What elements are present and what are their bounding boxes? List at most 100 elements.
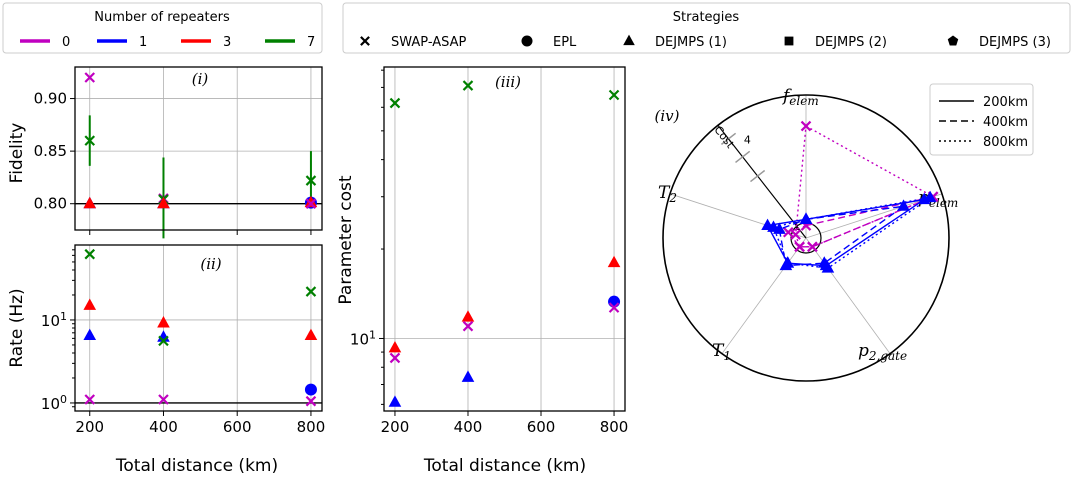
- x-tick-label: 400: [454, 418, 483, 436]
- radar-spoke: [805, 193, 943, 239]
- legend-strategy-label-0: SWAP-ASAP: [391, 35, 467, 50]
- legend-strategy-label-4: DEJMPS (3): [979, 35, 1051, 50]
- data-point-7: [158, 394, 169, 405]
- legend-strategy-label-3: DEJMPS (2): [815, 35, 887, 50]
- x-tick-label: 600: [223, 418, 252, 436]
- y-tick-label: 100: [41, 393, 67, 413]
- data-point-5: [461, 310, 475, 322]
- x-tick-label: 600: [527, 418, 556, 436]
- radar-spoke: [721, 237, 807, 354]
- y-tick-label: 0.90: [34, 90, 67, 108]
- radar-point-1-3-b: [794, 241, 805, 253]
- y-tick-label-exp: 0: [60, 393, 67, 406]
- legend-repeaters-items: 0 1 3 7: [20, 35, 315, 50]
- axes-frame: [383, 66, 626, 412]
- legend-label-0: 0: [62, 35, 70, 50]
- radar-series-1: [787, 196, 934, 248]
- x-tick-label: 800: [297, 418, 326, 436]
- radar-point-0-0-b: [800, 120, 812, 132]
- ylabel-fidelity: Fidelity: [7, 123, 27, 184]
- axis-label-t2: T2: [658, 183, 677, 205]
- legend-strategies-title: Strategies: [673, 10, 740, 25]
- data-point-11: [608, 302, 620, 313]
- data-point-1: [83, 298, 97, 310]
- legend-marker-x: [360, 36, 370, 46]
- cost-scale-line: [717, 124, 807, 239]
- radar-point-3-1: [897, 199, 910, 211]
- cost-tick-1: 1: [793, 220, 800, 233]
- legend-marker-square: [784, 36, 794, 46]
- data-point-3-b: [84, 394, 96, 405]
- y-tick-label: 0.85: [34, 142, 67, 160]
- data-point-9: [607, 255, 621, 268]
- panel-label-ii: (ii): [200, 255, 221, 273]
- data-point-6: [462, 320, 474, 332]
- data-point-1: [388, 340, 402, 353]
- radar-series-0: [794, 124, 935, 248]
- cost-tick-4: 4: [744, 133, 751, 146]
- cost-scale-tick: [750, 169, 766, 183]
- radar-outer-circle: [662, 94, 950, 382]
- legend-strategies-items: SWAP-ASAP EPL DEJMPS (1) DEJMPS (2) DEJMPS (…: [360, 34, 1051, 50]
- data-point-4: [462, 80, 474, 91]
- data-point-2: [389, 352, 401, 364]
- data-point-8-b: [305, 175, 317, 186]
- radar-legend-label-0: 200km: [983, 95, 1028, 110]
- legend-marker-circle: [521, 35, 533, 47]
- legend-repeaters-title: Number of repeaters: [94, 10, 230, 25]
- legend-strategies: Strategies SWAP-ASAP EPL DEJMPS (1) DEJMPS …: [342, 2, 1071, 54]
- radar-point-1-2-b: [807, 241, 818, 253]
- data-point-6: [158, 335, 169, 347]
- ylabel-rate: Rate (Hz): [7, 288, 27, 367]
- radar-point-0-4-b: [790, 229, 801, 240]
- data-point-8-b: [608, 89, 620, 101]
- panel-label-i: (i): [192, 70, 209, 88]
- ylabel-parameter-cost: Parameter cost: [336, 175, 356, 304]
- axis-label-f-elem-sub: elem: [789, 94, 818, 108]
- data-point-11-b: [305, 395, 317, 407]
- radar-point-0-4: [790, 229, 801, 240]
- data-point-11: [305, 395, 317, 407]
- data-point-0-b: [84, 72, 96, 83]
- radar-series-3: [778, 205, 904, 267]
- legend-marker-triangle: [623, 34, 635, 46]
- radar-spoke: [669, 193, 807, 239]
- data-point-6-b: [462, 320, 474, 332]
- legend-label-7: 7: [307, 35, 315, 50]
- radar-legend: 200km 400km 800km: [929, 83, 1034, 156]
- legend-marker-x-b: [360, 36, 370, 46]
- panel-label-iii: (iii): [495, 73, 521, 91]
- axes-frame: [74, 244, 323, 412]
- radar-point-1-3: [794, 241, 805, 253]
- radar-point-1-4: [782, 226, 794, 238]
- data-point-0: [389, 97, 401, 109]
- legend-strategy-label-1: EPL: [553, 35, 577, 50]
- panel-label-iv: (iv): [655, 107, 680, 125]
- data-point-4: [157, 316, 170, 328]
- radar-point-0-0: [800, 120, 812, 132]
- data-point-2: [83, 328, 97, 340]
- axis-label-f-elem: felem: [781, 86, 819, 108]
- radar-spoke: [805, 237, 891, 354]
- radar-legend-box: [929, 83, 1034, 156]
- panel-radar: (iv) 41Costfelempelemp2,gateT1T2200km400…: [655, 83, 1034, 382]
- panel-fidelity: Fidelity (i) 0.80 0.85 0.90: [7, 66, 323, 239]
- data-point-3: [388, 395, 402, 407]
- panel-rate: Rate (Hz) (ii) Total distance (km) 200 40…: [7, 244, 326, 476]
- axes-frame: [74, 66, 323, 231]
- data-point-10: [608, 295, 621, 308]
- data-point-3: [83, 196, 97, 209]
- data-point-10: [304, 383, 317, 396]
- data-point-10: [304, 195, 318, 208]
- x-tick-label: 200: [75, 418, 104, 436]
- data-point-0-b: [389, 97, 401, 109]
- data-point-0: [84, 72, 96, 83]
- radar-point-1-2: [807, 241, 818, 253]
- data-point-8: [305, 175, 317, 186]
- legend-repeaters-box: [2, 2, 323, 54]
- radar-legend-label-1: 400km: [983, 115, 1028, 130]
- data-point-1: [84, 135, 96, 146]
- legend-repeaters: Number of repeaters 0 1 3 7: [2, 2, 323, 54]
- data-point-11-b: [608, 302, 620, 313]
